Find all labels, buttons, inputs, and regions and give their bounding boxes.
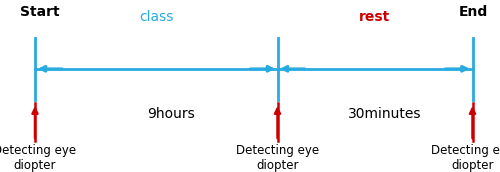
- Text: 30minutes: 30minutes: [348, 107, 422, 121]
- Text: Start: Start: [20, 5, 59, 19]
- Text: Detecting eye
diopter: Detecting eye diopter: [431, 144, 500, 172]
- Text: rest: rest: [360, 10, 390, 24]
- Text: Detecting eye
diopter: Detecting eye diopter: [236, 144, 319, 172]
- Text: 9hours: 9hours: [148, 107, 195, 121]
- Text: End: End: [458, 5, 488, 19]
- Text: Detecting eye
diopter: Detecting eye diopter: [0, 144, 76, 172]
- Text: class: class: [139, 10, 173, 24]
